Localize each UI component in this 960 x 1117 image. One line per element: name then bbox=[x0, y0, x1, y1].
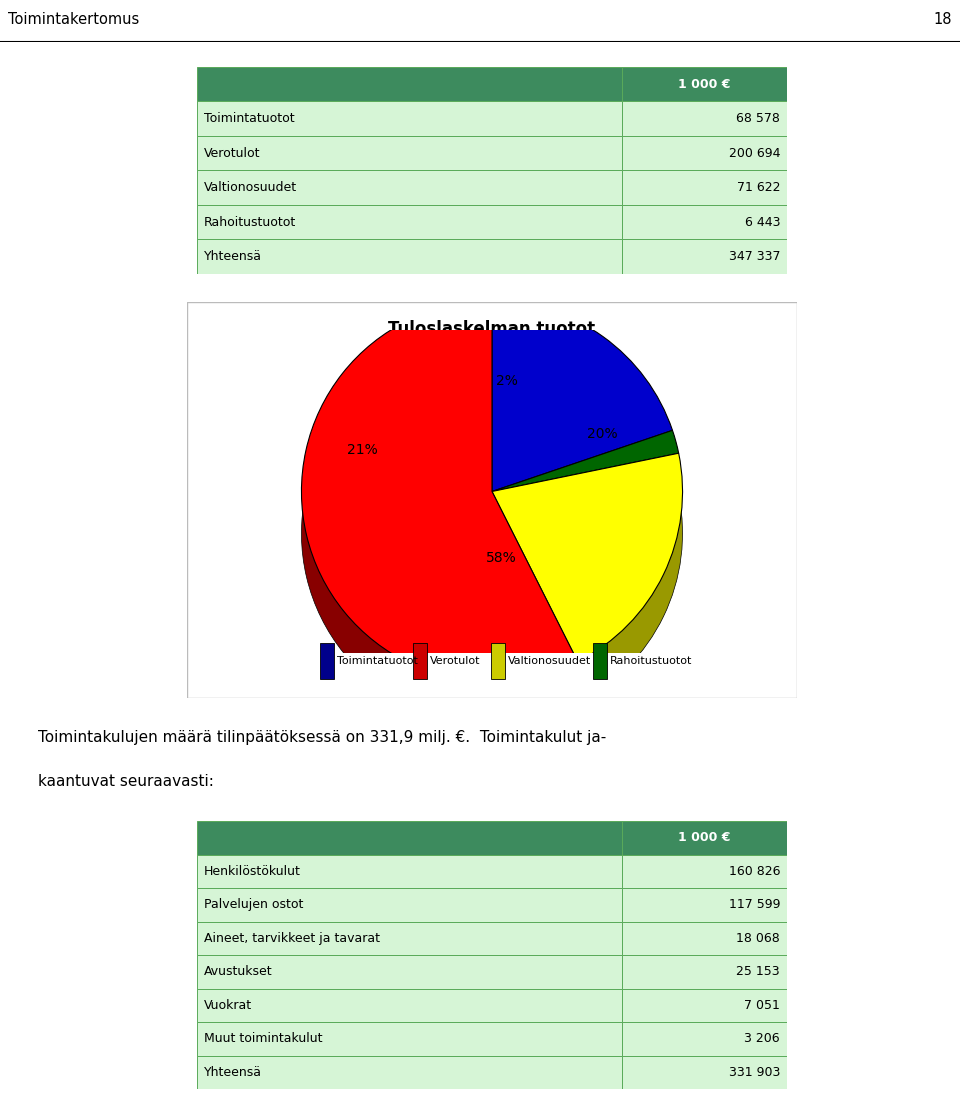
Text: Muut toimintakulut: Muut toimintakulut bbox=[204, 1032, 323, 1046]
Text: Tuloslaskelman tuotot: Tuloslaskelman tuotot bbox=[389, 321, 595, 338]
Text: Toimintatuotot: Toimintatuotot bbox=[204, 112, 295, 125]
FancyBboxPatch shape bbox=[197, 955, 622, 989]
Text: Yhteensä: Yhteensä bbox=[204, 1066, 262, 1079]
Text: 21%: 21% bbox=[348, 442, 378, 457]
FancyBboxPatch shape bbox=[622, 136, 787, 170]
Wedge shape bbox=[492, 454, 683, 661]
Text: Vuokrat: Vuokrat bbox=[204, 999, 252, 1012]
Text: 331 903: 331 903 bbox=[729, 1066, 780, 1079]
FancyBboxPatch shape bbox=[622, 821, 787, 855]
FancyBboxPatch shape bbox=[197, 821, 622, 855]
Text: 117 599: 117 599 bbox=[729, 898, 780, 911]
Wedge shape bbox=[492, 472, 679, 534]
Wedge shape bbox=[301, 300, 578, 682]
FancyBboxPatch shape bbox=[622, 1022, 787, 1056]
FancyBboxPatch shape bbox=[622, 170, 787, 204]
FancyBboxPatch shape bbox=[321, 642, 334, 679]
Text: Rahoitustuotot: Rahoitustuotot bbox=[204, 216, 296, 229]
Text: 160 826: 160 826 bbox=[729, 865, 780, 878]
FancyBboxPatch shape bbox=[622, 239, 787, 274]
FancyBboxPatch shape bbox=[622, 67, 787, 102]
FancyBboxPatch shape bbox=[197, 239, 622, 274]
Text: 25 153: 25 153 bbox=[736, 965, 780, 978]
FancyBboxPatch shape bbox=[622, 989, 787, 1022]
FancyBboxPatch shape bbox=[492, 642, 505, 679]
FancyBboxPatch shape bbox=[622, 888, 787, 922]
FancyBboxPatch shape bbox=[593, 642, 607, 679]
Text: 200 694: 200 694 bbox=[729, 146, 780, 160]
Text: Yhteensä: Yhteensä bbox=[204, 250, 262, 262]
Text: Valtionosuudet: Valtionosuudet bbox=[508, 656, 591, 666]
Text: 3 206: 3 206 bbox=[745, 1032, 780, 1046]
Text: kaantuvat seuraavasti:: kaantuvat seuraavasti: bbox=[38, 774, 214, 790]
Text: Toimintatuotot: Toimintatuotot bbox=[337, 656, 418, 666]
Text: Aineet, tarvikkeet ja tavarat: Aineet, tarvikkeet ja tavarat bbox=[204, 932, 380, 945]
Text: Palvelujen ostot: Palvelujen ostot bbox=[204, 898, 303, 911]
FancyBboxPatch shape bbox=[622, 922, 787, 955]
FancyBboxPatch shape bbox=[197, 888, 622, 922]
FancyBboxPatch shape bbox=[622, 204, 787, 239]
FancyBboxPatch shape bbox=[622, 855, 787, 888]
FancyBboxPatch shape bbox=[197, 1022, 622, 1056]
Text: Toimintakulujen määrä tilinpäätöksessä on 331,9 milj. €.  Toimintakulut ja-: Toimintakulujen määrä tilinpäätöksessä o… bbox=[38, 729, 607, 745]
FancyBboxPatch shape bbox=[187, 302, 797, 698]
Text: Rahoitustuotot: Rahoitustuotot bbox=[611, 656, 692, 666]
Text: 347 337: 347 337 bbox=[729, 250, 780, 262]
FancyBboxPatch shape bbox=[197, 102, 622, 136]
Wedge shape bbox=[492, 300, 672, 491]
FancyBboxPatch shape bbox=[414, 642, 426, 679]
FancyBboxPatch shape bbox=[197, 67, 622, 102]
Text: 6 443: 6 443 bbox=[745, 216, 780, 229]
Wedge shape bbox=[492, 495, 683, 704]
Text: 1 000 €: 1 000 € bbox=[679, 831, 731, 844]
FancyBboxPatch shape bbox=[197, 136, 622, 170]
Text: 20%: 20% bbox=[588, 428, 618, 441]
FancyBboxPatch shape bbox=[197, 922, 622, 955]
Text: Verotulot: Verotulot bbox=[204, 146, 260, 160]
FancyBboxPatch shape bbox=[622, 102, 787, 136]
FancyBboxPatch shape bbox=[197, 1056, 622, 1089]
Text: 7 051: 7 051 bbox=[744, 999, 780, 1012]
Text: 68 578: 68 578 bbox=[736, 112, 780, 125]
Text: Valtionosuudet: Valtionosuudet bbox=[204, 181, 297, 194]
Wedge shape bbox=[492, 343, 672, 534]
Text: 71 622: 71 622 bbox=[736, 181, 780, 194]
FancyBboxPatch shape bbox=[197, 989, 622, 1022]
Wedge shape bbox=[492, 430, 679, 491]
FancyBboxPatch shape bbox=[197, 855, 622, 888]
FancyBboxPatch shape bbox=[197, 170, 622, 204]
Text: Henkilöstökulut: Henkilöstökulut bbox=[204, 865, 300, 878]
Text: Toimintakertomus: Toimintakertomus bbox=[8, 11, 139, 27]
FancyBboxPatch shape bbox=[622, 1056, 787, 1089]
Text: 18: 18 bbox=[933, 11, 952, 27]
Text: 2%: 2% bbox=[496, 374, 518, 388]
FancyBboxPatch shape bbox=[197, 204, 622, 239]
FancyBboxPatch shape bbox=[622, 955, 787, 989]
Text: Verotulot: Verotulot bbox=[430, 656, 481, 666]
Text: 58%: 58% bbox=[486, 551, 516, 565]
Wedge shape bbox=[301, 343, 578, 724]
Text: 1 000 €: 1 000 € bbox=[679, 78, 731, 90]
Text: Avustukset: Avustukset bbox=[204, 965, 273, 978]
Text: 18 068: 18 068 bbox=[736, 932, 780, 945]
